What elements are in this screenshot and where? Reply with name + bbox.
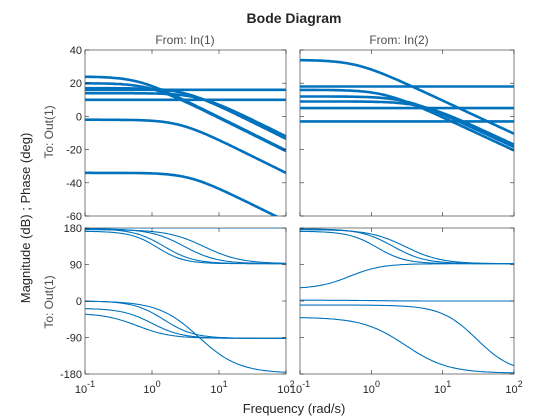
x-tick-label: 102: [277, 379, 294, 396]
phase-in2-curve-5: [300, 317, 514, 374]
row-label-top: To: Out(1): [42, 105, 56, 158]
phase-in1-curve-4: [85, 230, 286, 265]
y-tick-label: -20: [66, 145, 82, 157]
mag-in1-axes: [84, 49, 287, 217]
phase-in2-curve-1: [300, 229, 514, 265]
phase-in1-curves: [85, 228, 286, 373]
x-tick-label: 100: [363, 379, 380, 396]
y-tick-label: -90: [66, 333, 82, 345]
phase-in1-curve-8: [85, 300, 286, 373]
y-tick-label: -180: [60, 369, 82, 381]
phase-in2-curve-6: [300, 304, 514, 367]
mag-in1-curve-2: [85, 86, 286, 140]
y-tick-label: 0: [76, 111, 82, 123]
y-axis-label: Magnitude (dB) ; Phase (deg): [18, 133, 33, 304]
mag-in2-panel: [299, 49, 515, 217]
y-tick-label: 40: [70, 45, 82, 57]
phase-in2-curves: [300, 228, 514, 374]
x-tick-label: 101: [434, 379, 451, 396]
phase-in2-panel: 10-1 100 101 102: [290, 227, 523, 396]
y-tick-label: 20: [70, 78, 82, 90]
phase-in2-curve-3: [300, 263, 514, 289]
phase-in2-curve-4: [300, 299, 514, 302]
y-tick-label: 0: [76, 296, 82, 308]
chart-title: Bode Diagram: [247, 10, 342, 26]
y-tick-label: 90: [70, 260, 82, 272]
mag-in1-curve-5: [85, 171, 279, 216]
phase-in1-axes: [84, 227, 287, 375]
column-title-in1: From: In(1): [155, 33, 214, 47]
x-axis-label: Frequency (rad/s): [243, 401, 346, 416]
y-tick-label: 180: [64, 223, 82, 235]
mag-in1-curve-4: [85, 118, 286, 175]
mag-in2-curve-2: [300, 95, 514, 149]
column-title-in2: From: In(2): [369, 33, 428, 47]
mag-in2-curves: [300, 58, 514, 152]
x-tick-label: 102: [505, 379, 522, 396]
mag-in1-curve-1: [85, 82, 286, 153]
mag-in1-curve-3: [85, 91, 286, 138]
x-tick-label: 10-1: [290, 379, 310, 396]
x-tick-label: 100: [143, 379, 160, 396]
mag-in1-panel: 40 20 0 -20 -40 -60: [66, 45, 287, 223]
y-tick-label: -40: [66, 178, 82, 190]
phase-in1-curve-7: [85, 313, 286, 339]
mag-in2-curve-0: [300, 58, 514, 135]
mag-in2-curve-3: [300, 100, 514, 146]
y-tick-label: -60: [66, 211, 82, 223]
row-label-bottom: To: Out(1): [42, 275, 56, 328]
phase-in1-curve-3: [85, 229, 286, 264]
x-tick-label: 101: [210, 379, 227, 396]
x-tick-label: 10-1: [75, 379, 95, 396]
mag-in1-curves: [85, 75, 286, 216]
